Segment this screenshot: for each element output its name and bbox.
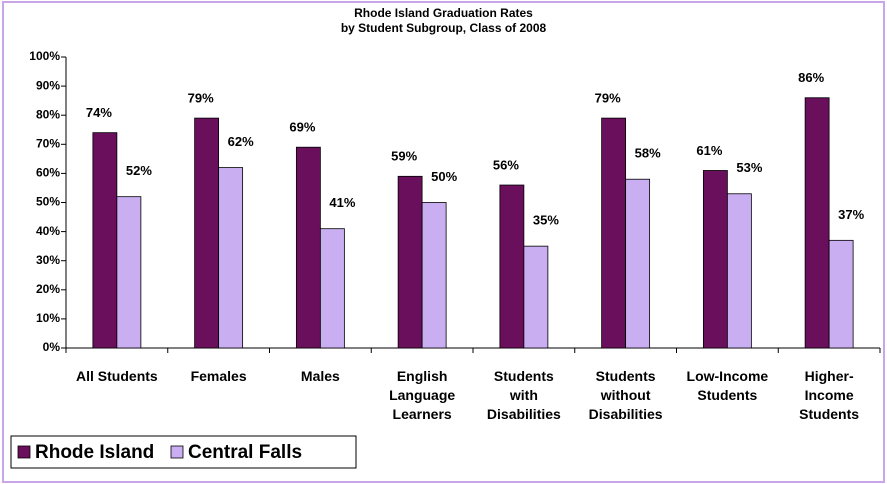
bar	[194, 117, 220, 349]
data-label: 86%	[798, 70, 824, 85]
bar	[218, 167, 244, 349]
data-label: 56%	[493, 157, 519, 172]
data-label: 53%	[736, 160, 762, 175]
legend-swatch	[170, 445, 184, 459]
y-tick-label: 80%	[36, 107, 60, 121]
x-tick-label: Low-Income Students	[686, 368, 769, 403]
bar	[702, 170, 728, 349]
data-label: 59%	[391, 149, 417, 164]
y-tick-label: 60%	[36, 166, 60, 180]
data-label: 37%	[838, 207, 864, 222]
x-tick-label: Students without Disabilities	[588, 368, 663, 422]
data-label: 50%	[431, 169, 457, 184]
bar	[726, 193, 752, 349]
x-tick-label: All Students	[76, 368, 158, 384]
data-label: 69%	[289, 120, 315, 135]
data-label: 61%	[696, 143, 722, 158]
x-tick-label: Males	[300, 368, 340, 384]
bar	[319, 228, 345, 349]
data-label: 35%	[533, 213, 559, 228]
legend-label: Rhode Island	[35, 442, 154, 463]
y-tick-label: 50%	[36, 195, 60, 209]
bar	[116, 196, 142, 349]
y-tick-label: 100%	[29, 49, 60, 63]
chart-title: Rhode Island Graduation Rates by Student…	[340, 6, 547, 35]
data-label: 62%	[228, 134, 254, 149]
data-label: 58%	[635, 146, 661, 161]
bar	[499, 184, 525, 349]
y-tick-label: 40%	[36, 224, 60, 238]
data-label: 52%	[126, 163, 152, 178]
legend-label: Central Falls	[188, 442, 302, 463]
y-tick-label: 90%	[36, 78, 60, 92]
y-tick-label: 70%	[36, 136, 60, 150]
y-tick-label: 20%	[36, 282, 60, 296]
bar	[828, 239, 854, 349]
bar	[295, 146, 321, 349]
y-tick-label: 0%	[43, 340, 61, 354]
y-tick-label: 10%	[36, 311, 60, 325]
x-tick-label: Females	[190, 368, 247, 384]
data-label: 74%	[86, 105, 112, 120]
x-tick-label: Higher- Income Students	[799, 368, 860, 422]
bar	[523, 245, 549, 349]
data-label: 79%	[595, 91, 621, 106]
y-tick-label: 30%	[36, 253, 60, 267]
bar	[625, 178, 651, 349]
x-tick-label: English Language Learners	[389, 368, 456, 422]
data-label: 79%	[188, 91, 214, 106]
legend-box	[10, 435, 357, 469]
bar	[397, 175, 423, 349]
data-label: 41%	[329, 195, 355, 210]
x-tick-label: Students with Disabilities	[486, 368, 561, 422]
bar	[601, 117, 627, 349]
bar	[421, 202, 447, 349]
legend-swatch	[17, 445, 31, 459]
bar	[804, 97, 830, 349]
bar	[92, 132, 118, 349]
